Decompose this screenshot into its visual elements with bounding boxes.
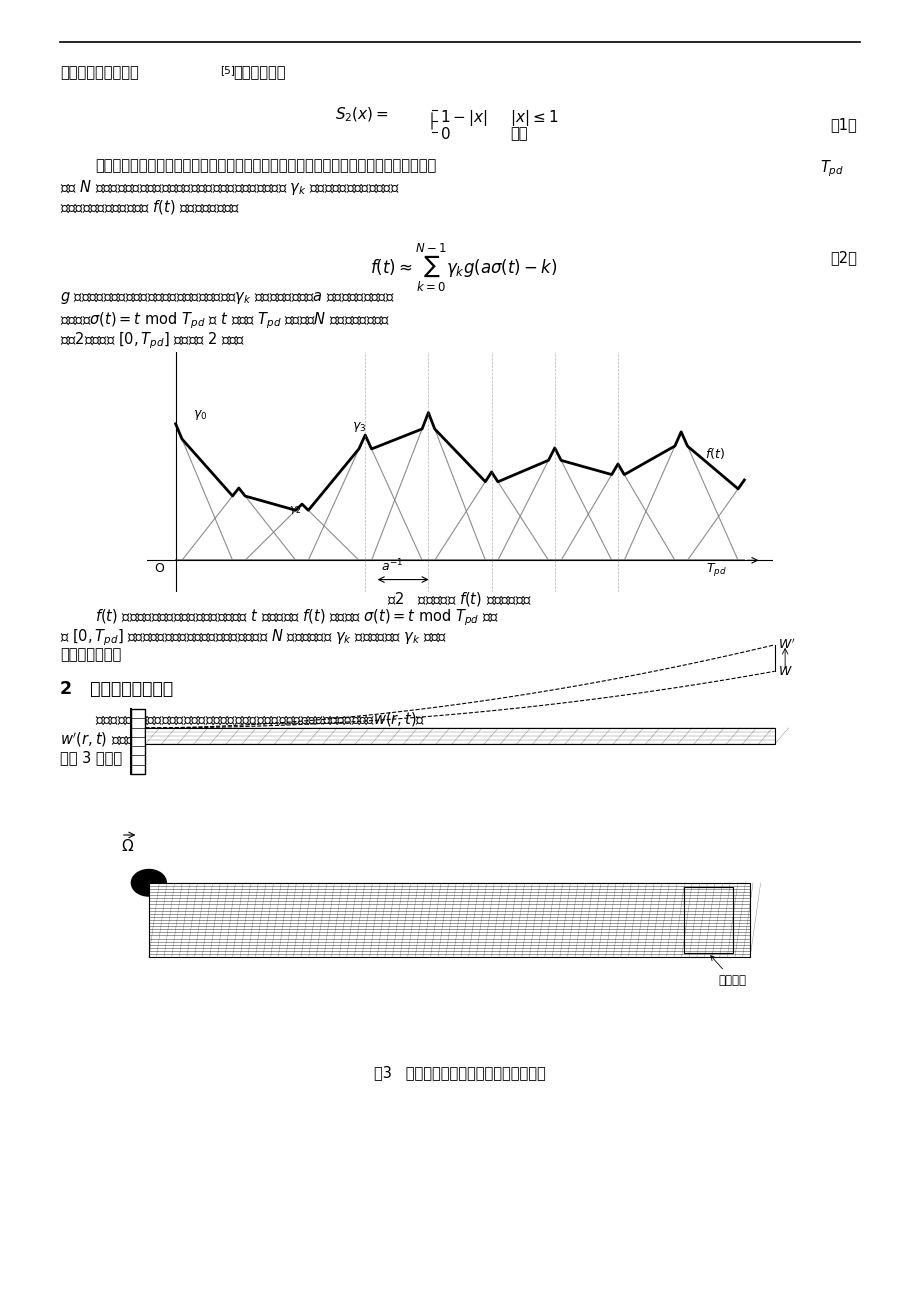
Polygon shape — [145, 728, 774, 743]
Text: 的参数，$\sigma(t) = t\ \mathrm{mod}\ T_{pd}$ 为 $t$ 对周期 $T_{pd}$ 取余数，$N$ 为神经节点总数。: 的参数，$\sigma(t) = t\ \mathrm{mod}\ T_{pd}… — [60, 310, 390, 331]
Text: $1-|x|$: $1-|x|$ — [439, 108, 487, 128]
Text: 其他: 其他 — [509, 126, 527, 141]
Text: $f(t)$ 为周期函数，那么在周期外的任一时间 $t$ 处的函数值 $f(t)$ 可以通过 $\sigma(t)=t\ \mathrm{mod}\ T_{pd: $f(t)$ 为周期函数，那么在周期外的任一时间 $t$ 处的函数值 $f(t)… — [95, 607, 499, 628]
Text: ，定义如下：: ，定义如下： — [233, 65, 285, 79]
Text: $T_{pd}$: $T_{pd}$ — [705, 561, 725, 578]
Bar — [683, 887, 732, 953]
Text: 上的 $N$ 个节点每个节点分配一个径向基函数并配以合适的权值函数 $\gamma_k$ ，那么单隐层径向基函数神: 上的 $N$ 个节点每个节点分配一个径向基函数并配以合适的权值函数 $\gamm… — [60, 178, 399, 197]
Text: 如图 3 所示。: 如图 3 所示。 — [60, 750, 122, 766]
Text: $\gamma_0$: $\gamma_0$ — [192, 409, 207, 422]
Text: 小翼位置: 小翼位置 — [709, 956, 746, 987]
Text: $f(t)$: $f(t)$ — [704, 445, 724, 461]
Text: $a^{-1}$: $a^{-1}$ — [380, 559, 403, 574]
Text: （1）: （1） — [829, 117, 856, 132]
Text: [5]: [5] — [220, 65, 234, 76]
Text: $g$ 为神经节点计算函数，本文采用二阶贝塞尔曲线，$\gamma_k$ 为节点权值函数，$a$ 为决定节点函数宽度: $g$ 为神经节点计算函数，本文采用二阶贝塞尔曲线，$\gamma_k$ 为节点… — [60, 290, 394, 306]
Text: $T_{pd}$: $T_{pd}$ — [819, 158, 843, 178]
Text: $0$: $0$ — [439, 126, 450, 142]
Bar — [149, 883, 749, 957]
Text: $W$: $W$ — [777, 665, 792, 678]
Text: O: O — [154, 561, 165, 574]
Text: 2   桨叶挥舞运动方程: 2 桨叶挥舞运动方程 — [60, 680, 173, 698]
Text: 贝塞尔曲线与高斯函数相比具有计算效率高的优点，并具有相似的函数逼近能力。将周期: 贝塞尔曲线与高斯函数相比具有计算效率高的优点，并具有相似的函数逼近能力。将周期 — [95, 158, 436, 173]
Text: $W'$: $W'$ — [777, 638, 795, 652]
Text: 图3   后缘小翼型桨叶挥舞运动有限元模型: 图3 后缘小翼型桨叶挥舞运动有限元模型 — [374, 1065, 545, 1079]
Text: 训练程序决定。: 训练程序决定。 — [60, 647, 121, 661]
Text: $f(t) \approx \sum_{k=0}^{N-1} \gamma_k g(a\sigma(t) - k)$: $f(t) \approx \sum_{k=0}^{N-1} \gamma_k … — [369, 242, 557, 294]
Text: 到 $\left[0, T_{pd}\right]$ 上来计算。逼近精度取决于神经节点的个数 $N$ 以及权值函数 $\gamma_k$ ，而权值函数 $\ga: 到 $\left[0, T_{pd}\right]$ 上来计算。逼近精度取决于神… — [60, 628, 447, 647]
Text: 数为二阶贝塞尔曲线: 数为二阶贝塞尔曲线 — [60, 65, 139, 79]
Text: $S_2(x) = $: $S_2(x) = $ — [335, 105, 389, 125]
Text: $w'(r,t)$ 为桨叶节点处挥舞面内的位移与偏转角度，是径向距离与时间的函数。桨叶的有限元模型: $w'(r,t)$ 为桨叶节点处挥舞面内的位移与偏转角度，是径向距离与时间的函数… — [60, 730, 398, 749]
Text: $|x| \leq 1$: $|x| \leq 1$ — [509, 108, 558, 128]
Text: $\Omega$: $\Omega$ — [120, 838, 134, 854]
Text: 本文采用的桨叶模型为均匀的无扭转的根部固支的桨叶，用来模拟无轴承式旋翼桨叶。$w(r,t)$，: 本文采用的桨叶模型为均匀的无扭转的根部固支的桨叶，用来模拟无轴承式旋翼桨叶。$w… — [95, 710, 425, 728]
Text: （2）: （2） — [829, 250, 856, 266]
Circle shape — [131, 870, 166, 896]
Text: 图2   对周期函数 $f(t)$ 的逼近示意图: 图2 对周期函数 $f(t)$ 的逼近示意图 — [387, 590, 532, 608]
Polygon shape — [131, 710, 145, 773]
Text: 经网络控制算法对周期函数 $f(t)$ 的逼近可表示为：: 经网络控制算法对周期函数 $f(t)$ 的逼近可表示为： — [60, 198, 240, 216]
Text: $\gamma_2$: $\gamma_2$ — [289, 504, 301, 516]
Text: $\gamma_3$: $\gamma_3$ — [352, 419, 366, 434]
Text: 式（2）在区间 $\left[0, T_{pd}\right]$ 上可用图 2 表示：: 式（2）在区间 $\left[0, T_{pd}\right]$ 上可用图 2 … — [60, 329, 245, 350]
